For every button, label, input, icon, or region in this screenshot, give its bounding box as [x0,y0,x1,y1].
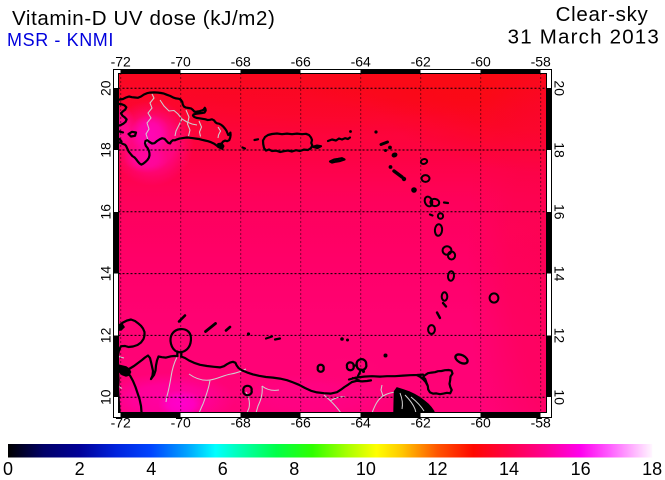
svg-text:-72: -72 [111,54,131,70]
svg-text:-70: -70 [171,54,191,70]
svg-text:16: 16 [552,204,568,220]
svg-text:-60: -60 [471,54,491,70]
svg-text:10: 10 [356,459,376,479]
svg-text:14: 14 [499,459,519,479]
svg-text:10: 10 [552,389,568,405]
svg-text:-64: -64 [351,415,371,431]
svg-text:20: 20 [552,80,568,96]
svg-text:-64: -64 [351,54,371,70]
svg-text:-68: -68 [231,415,251,431]
svg-text:12: 12 [552,328,568,344]
svg-text:12: 12 [427,459,447,479]
svg-text:14: 14 [98,266,114,282]
svg-text:-70: -70 [171,415,191,431]
svg-text:16: 16 [571,459,591,479]
svg-text:6: 6 [218,459,228,479]
svg-text:0: 0 [3,459,13,479]
svg-text:18: 18 [552,142,568,158]
svg-text:Clear-sky: Clear-sky [556,3,649,26]
svg-text:14: 14 [552,266,568,282]
svg-text:20: 20 [98,80,114,96]
svg-text:31 March 2013: 31 March 2013 [508,25,660,48]
svg-text:18: 18 [642,459,662,479]
svg-text:-66: -66 [291,415,311,431]
svg-text:-58: -58 [531,54,551,70]
svg-text:18: 18 [98,142,114,158]
svg-text:-62: -62 [411,54,431,70]
svg-text:10: 10 [98,389,114,405]
svg-text:-62: -62 [411,415,431,431]
svg-text:-60: -60 [471,415,491,431]
svg-text:-68: -68 [231,54,251,70]
svg-text:2: 2 [75,459,85,479]
svg-text:-72: -72 [111,415,131,431]
svg-text:-66: -66 [291,54,311,70]
svg-text:12: 12 [98,327,114,343]
svg-text:16: 16 [98,204,114,220]
svg-text:MSR - KNMI: MSR - KNMI [7,30,114,50]
svg-text:4: 4 [146,459,156,479]
svg-text:Vitamin-D UV dose (kJ/m2): Vitamin-D UV dose (kJ/m2) [12,7,275,30]
svg-text:8: 8 [289,459,299,479]
svg-text:-58: -58 [531,415,551,431]
